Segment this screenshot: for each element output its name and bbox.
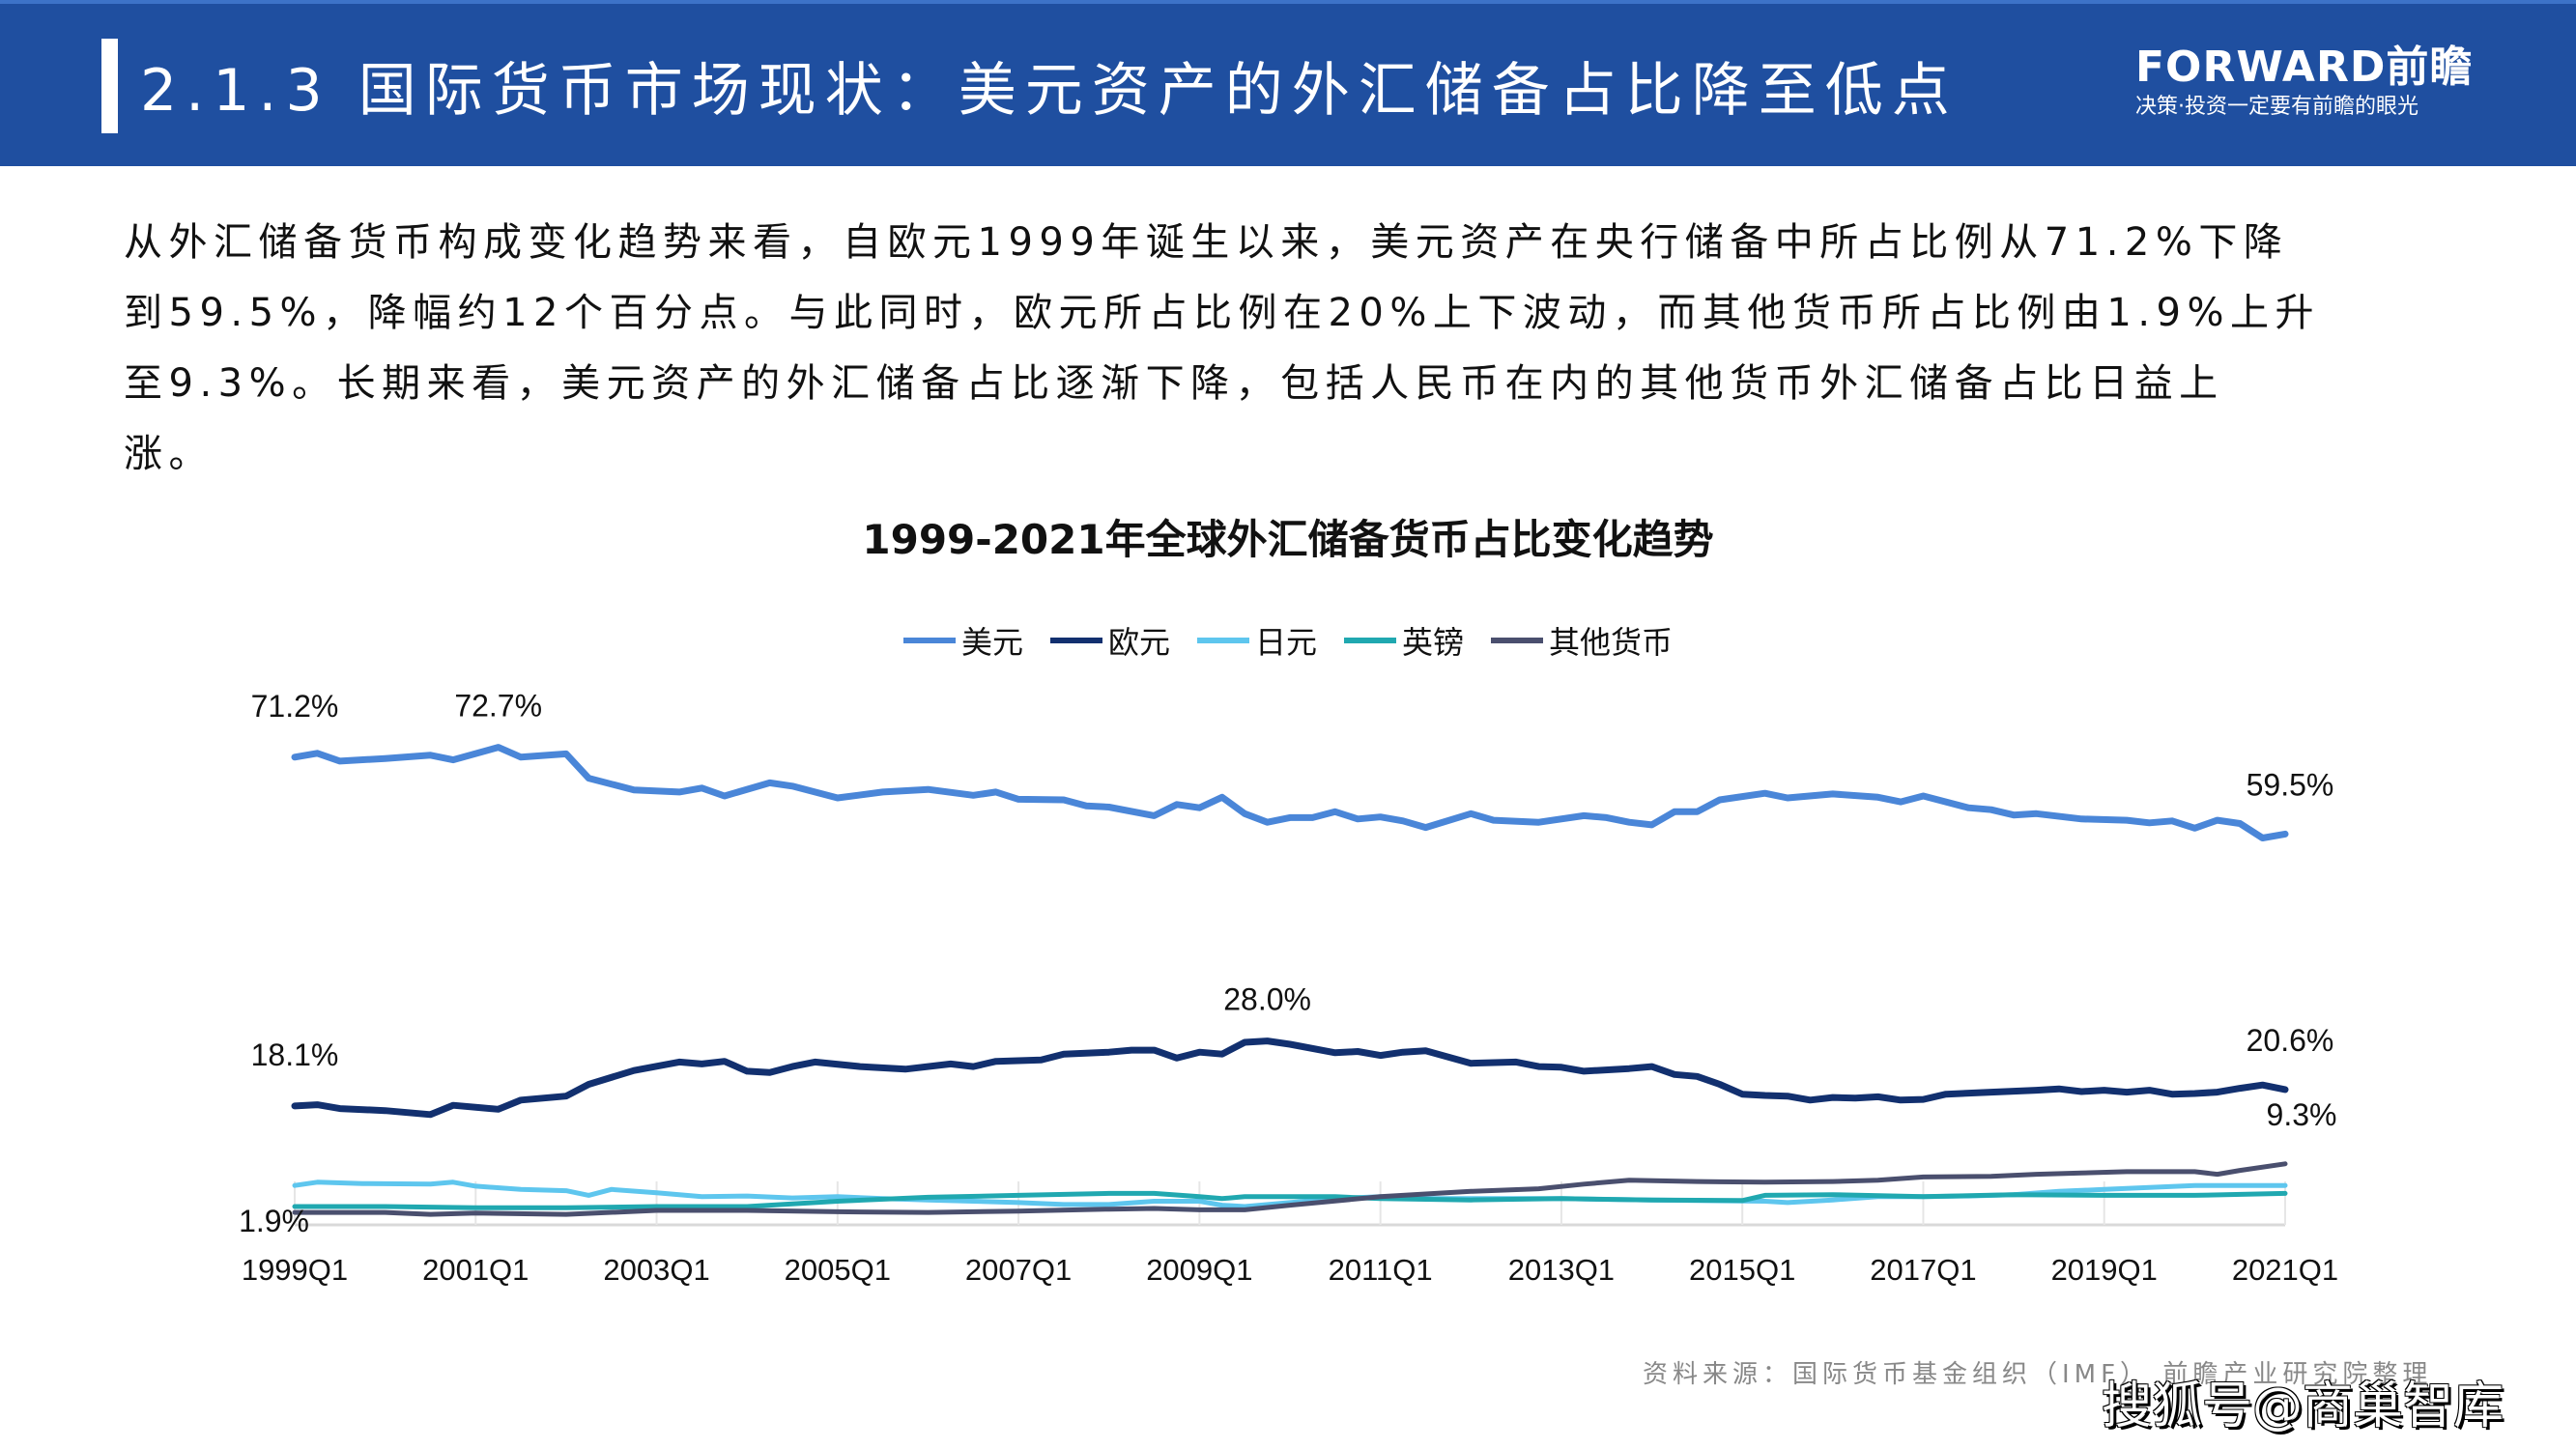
x-tick-label: 2007Q1: [965, 1253, 1072, 1287]
description-paragraph: 从外汇储备货币构成变化趋势来看，自欧元1999年诞生以来，美元资产在央行储备中所…: [124, 208, 2462, 490]
legend-swatch: [1196, 638, 1249, 643]
title-accent-bar: [101, 39, 118, 133]
x-tick-label: 2003Q1: [603, 1253, 709, 1287]
legend-label: 欧元: [1107, 624, 1170, 661]
data-label: 71.2%: [251, 689, 339, 724]
legend-label: 日元: [1254, 624, 1317, 661]
legend-swatch: [1344, 638, 1396, 643]
data-label: 1.9%: [239, 1204, 309, 1238]
data-label: 59.5%: [2247, 767, 2334, 802]
chart-legend: 美元 欧元 日元 英镑 其他货币: [0, 618, 2576, 663]
forward-logo: FORWARD前瞻 决策·投资一定要有前瞻的眼光: [2135, 43, 2473, 122]
legend-swatch: [1049, 638, 1102, 643]
header-banner: 2.1.3 国际货币市场现状：美元资产的外汇储备占比降至低点 FORWARD前瞻…: [0, 0, 2576, 166]
page-title: 2.1.3 国际货币市场现状：美元资产的外汇储备占比降至低点: [140, 57, 1959, 125]
x-tick-label: 1999Q1: [242, 1253, 348, 1287]
legend-label: 美元: [960, 624, 1023, 661]
x-tick-label: 2009Q1: [1146, 1253, 1252, 1287]
chart-title: 1999-2021年全球外汇储备货币占比变化趋势: [862, 516, 1714, 563]
data-label: 20.6%: [2247, 1023, 2334, 1058]
x-tick-label: 2011Q1: [1329, 1253, 1433, 1287]
series-line-美元: [291, 744, 2289, 841]
source-note: 资料来源：国际货币基金组织（IMF） 前瞻产业研究院整理: [1643, 1360, 2433, 1389]
data-label: 18.1%: [251, 1037, 339, 1072]
paragraph-line: 从外汇储备货币构成变化趋势来看，自欧元1999年诞生以来，美元资产在央行储备中所…: [124, 220, 2289, 265]
logo-slogan: 决策·投资一定要有前瞻的眼光: [2135, 95, 2419, 119]
legend-item: 欧元: [1049, 618, 1170, 663]
series-line-英镑: [292, 1190, 2288, 1210]
paragraph-line: 到59.5%，降幅约12个百分点。与此同时，欧元所占比例在20%上下波动，而其他…: [124, 291, 2320, 335]
logo-main-text: FORWARD前瞻: [2135, 43, 2474, 92]
data-label: 28.0%: [1223, 982, 1311, 1017]
legend-item: 美元: [902, 618, 1023, 663]
legend-label: 英镑: [1402, 624, 1465, 661]
x-tick-label: 2015Q1: [1689, 1253, 1795, 1287]
x-tick-label: 2021Q1: [2232, 1253, 2338, 1287]
series-line-其他货币: [292, 1161, 2288, 1217]
x-tick-label: 2013Q1: [1508, 1253, 1615, 1287]
data-label: 9.3%: [2267, 1097, 2337, 1132]
sohu-watermark: 搜狐号@商巢智库: [2102, 1378, 2504, 1435]
legend-item: 英镑: [1344, 618, 1464, 663]
data-label: 72.7%: [454, 689, 542, 724]
x-tick-label: 2019Q1: [2051, 1253, 2158, 1287]
paragraph-line: 涨。: [124, 432, 214, 476]
x-tick-label: 2001Q1: [422, 1253, 529, 1287]
x-tick-label: 2005Q1: [785, 1253, 891, 1287]
paragraph-line: 至9.3%。长期来看，美元资产的外汇储备占比逐渐下降，包括人民币在内的其他货币外…: [124, 361, 2224, 406]
x-tick-label: 2017Q1: [1870, 1253, 1976, 1287]
legend-item: 日元: [1196, 618, 1317, 663]
series-line-欧元: [291, 1037, 2289, 1119]
legend-swatch: [902, 638, 956, 643]
legend-item: 其他货币: [1491, 618, 1673, 663]
legend-swatch: [1491, 638, 1544, 643]
legend-label: 其他货币: [1549, 624, 1674, 661]
